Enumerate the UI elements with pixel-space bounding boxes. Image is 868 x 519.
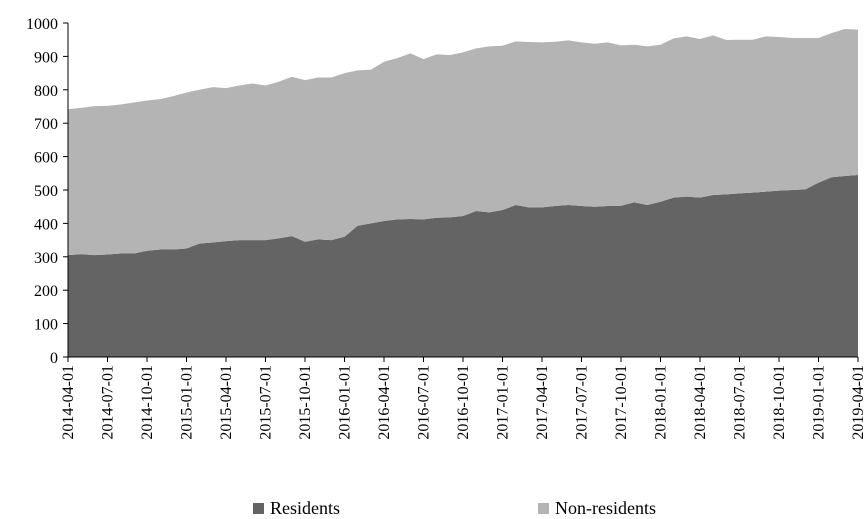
x-tick-label: 2015-04-01 [218, 365, 235, 440]
area-series-group [68, 29, 858, 357]
x-tick-label: 2019-04-01 [850, 365, 867, 440]
x-tick-label: 2018-04-01 [692, 365, 709, 440]
x-tick-label: 2014-10-01 [139, 365, 156, 440]
legend-swatch-residents [253, 503, 264, 514]
x-tick-label: 2017-01-01 [495, 365, 512, 440]
y-tick-label: 900 [34, 49, 58, 66]
x-tick-label: 2018-01-01 [653, 365, 670, 440]
x-tick-label: 2015-10-01 [297, 365, 314, 440]
x-tick-label: 2016-01-01 [337, 365, 354, 440]
y-tick-label: 800 [34, 83, 58, 100]
x-tick-label: 2018-10-01 [771, 365, 788, 440]
y-tick-label: 600 [34, 150, 58, 167]
x-tick-label: 2014-04-01 [60, 365, 77, 440]
x-tick-label: 2019-01-01 [811, 365, 828, 440]
x-tick-label: 2014-07-01 [100, 365, 117, 440]
legend-swatch-non-residents [538, 503, 549, 514]
y-tick-label: 1000 [26, 16, 58, 33]
area-non-residents [68, 29, 858, 256]
x-tick-label: 2017-07-01 [574, 365, 591, 440]
x-tick-label: 2017-10-01 [613, 365, 630, 440]
y-tick-label: 500 [34, 183, 58, 200]
legend-label-non-residents: Non-residents [555, 498, 656, 518]
x-tick-label: 2016-07-01 [416, 365, 433, 440]
y-axis-ticks: 0 100 200 300 400 500 600 700 800 900 1000 [26, 16, 68, 367]
legend-label-residents: Residents [270, 498, 340, 518]
x-axis-ticks: 2014-04-01 2014-07-01 2014-10-01 2015-01-01… [60, 357, 867, 440]
y-tick-label: 0 [50, 350, 58, 367]
x-tick-label: 2016-04-01 [376, 365, 393, 440]
x-tick-label: 2016-10-01 [455, 365, 472, 440]
y-tick-label: 100 [34, 317, 58, 334]
y-tick-label: 400 [34, 216, 58, 233]
x-tick-label: 2017-04-01 [534, 365, 551, 440]
x-tick-label: 2015-07-01 [258, 365, 275, 440]
x-tick-label: 2018-07-01 [732, 365, 749, 440]
legend: Residents Non-residents [253, 498, 656, 518]
y-tick-label: 200 [34, 283, 58, 300]
y-tick-label: 700 [34, 116, 58, 133]
area-residents [68, 174, 858, 357]
y-tick-label: 300 [34, 250, 58, 267]
x-tick-label: 2015-01-01 [179, 365, 196, 440]
